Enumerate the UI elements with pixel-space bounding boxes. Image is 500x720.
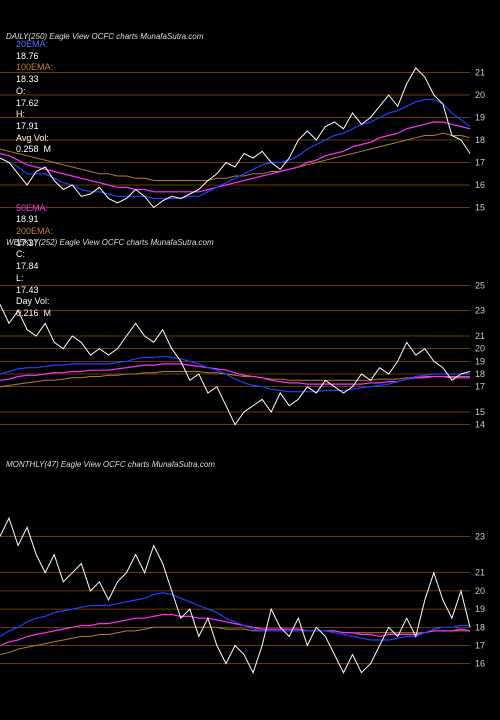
svg-text:20: 20 [475,90,485,100]
svg-text:19: 19 [475,604,485,614]
monthly-ema50-line [0,615,470,646]
svg-text:14: 14 [475,420,485,430]
monthly-chart-panel: 16 17 18 19 20 21 23 [0,500,500,700]
svg-text:17: 17 [475,158,485,168]
svg-text:20: 20 [475,344,485,354]
svg-text:20: 20 [475,586,485,596]
svg-text:23: 23 [475,531,485,541]
daily-ema100-line [0,133,470,180]
monthly-chart-title: MONTHLY(47) Eagle View OCFC charts Munaf… [6,460,215,469]
svg-text:16: 16 [475,180,485,190]
monthly-price-line [0,518,470,673]
daily-ema50-line [0,122,470,192]
svg-text:15: 15 [475,203,485,213]
weekly-chart-panel: 14 15 17 18 19 20 21 23 25 [0,260,500,450]
svg-text:18: 18 [475,135,485,145]
daily-ema20-line [0,100,470,199]
weekly-chart-title: WEEKLY(252) Eagle View OCFC charts Munaf… [6,238,214,247]
svg-text:18: 18 [475,369,485,379]
svg-text:23: 23 [475,306,485,316]
svg-text:17: 17 [475,382,485,392]
monthly-ema100-line [0,627,470,654]
svg-text:18: 18 [475,622,485,632]
daily-chart-panel: 15 16 17 18 19 20 21 [0,50,500,230]
svg-text:16: 16 [475,659,485,669]
svg-text:21: 21 [475,568,485,578]
svg-text:19: 19 [475,356,485,366]
daily-price-line [0,68,470,208]
svg-text:15: 15 [475,407,485,417]
weekly-chart-svg: 14 15 17 18 19 20 21 23 25 [0,260,500,450]
svg-text:21: 21 [475,331,485,341]
svg-text:25: 25 [475,280,485,290]
daily-chart-svg: 15 16 17 18 19 20 21 [0,50,500,230]
svg-text:21: 21 [475,68,485,78]
daily-chart-title: DAILY(250) Eagle View OCFC charts Munafa… [6,32,203,41]
svg-text:19: 19 [475,113,485,123]
monthly-chart-svg: 16 17 18 19 20 21 23 [0,500,500,700]
svg-text:17: 17 [475,640,485,650]
